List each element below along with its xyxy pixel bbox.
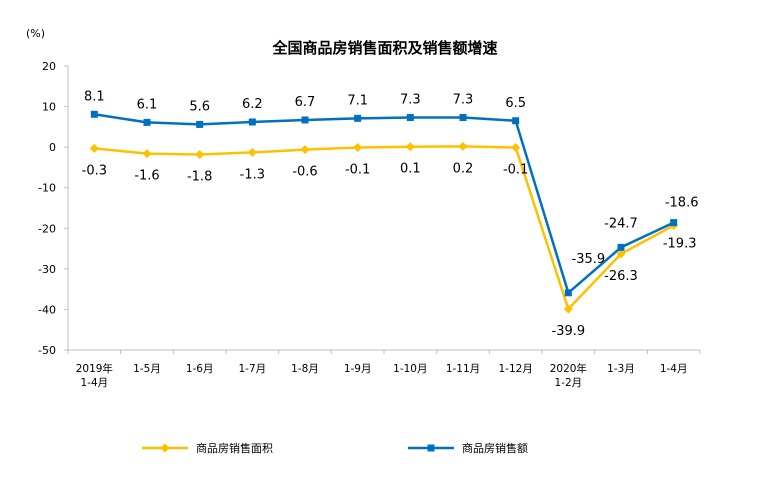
data-point-diamond bbox=[511, 143, 521, 153]
data-label-area: -19.3 bbox=[663, 236, 697, 251]
data-point-diamond bbox=[300, 145, 310, 155]
data-label-area: 0.1 bbox=[400, 162, 421, 177]
legend-label-2: 商品房销售额 bbox=[462, 441, 528, 455]
x-tick-label-line: 1-4月 bbox=[81, 377, 109, 389]
y-tick-label: -40 bbox=[38, 303, 56, 316]
data-point-square bbox=[248, 118, 256, 126]
x-tick-label: 1-3月 bbox=[607, 363, 635, 375]
data-point-square bbox=[670, 219, 678, 227]
legend-marker-diamond bbox=[160, 443, 170, 453]
data-point-diamond bbox=[458, 141, 468, 151]
data-label-sales: 6.1 bbox=[137, 97, 158, 112]
data-point-square bbox=[90, 110, 98, 118]
x-tick-label: 1-9月 bbox=[344, 363, 372, 375]
data-label-area: -0.6 bbox=[292, 165, 317, 180]
data-point-diamond bbox=[142, 149, 152, 159]
x-tick-label-line: 1-12月 bbox=[498, 363, 532, 375]
data-point-diamond bbox=[616, 249, 626, 259]
data-point-square bbox=[406, 114, 414, 122]
data-label-sales: 7.3 bbox=[453, 93, 474, 108]
legend: 商品房销售面积 商品房销售额 bbox=[142, 441, 528, 455]
data-point-square bbox=[512, 117, 520, 125]
data-point-square bbox=[196, 120, 204, 128]
series-line-1 bbox=[94, 145, 675, 311]
x-tick-label-line: 1-4月 bbox=[660, 363, 688, 375]
data-label-area: -1.3 bbox=[240, 167, 265, 182]
series-layer bbox=[89, 110, 679, 314]
legend-marker-square bbox=[427, 444, 435, 452]
data-label-area: -1.8 bbox=[187, 169, 212, 184]
x-tick-label-line: 2020年 bbox=[550, 362, 587, 375]
x-tick-label-line: 1-6月 bbox=[186, 363, 214, 375]
data-label-area: -39.9 bbox=[552, 324, 586, 339]
data-label-sales: 6.7 bbox=[295, 95, 316, 110]
x-tick-label: 1-4月 bbox=[660, 363, 688, 375]
data-label-sales: 5.6 bbox=[189, 99, 210, 114]
x-tick-label: 1-7月 bbox=[239, 363, 267, 375]
y-tick-label: 10 bbox=[42, 101, 56, 114]
data-label-area: 0.2 bbox=[453, 161, 474, 176]
x-tick-label: 2019年 1-4月 bbox=[76, 362, 113, 389]
x-tick-label: 1-8月 bbox=[291, 363, 319, 375]
x-tick-label: 1-5月 bbox=[133, 363, 161, 375]
data-point-diamond bbox=[563, 304, 573, 314]
data-point-diamond bbox=[405, 142, 415, 152]
data-point-diamond bbox=[195, 149, 205, 159]
data-label-sales: -18.6 bbox=[665, 196, 699, 211]
chart-title: 全国商品房销售面积及销售额增速 bbox=[271, 39, 497, 57]
data-label-area: -0.1 bbox=[345, 163, 370, 178]
data-label-sales: -24.7 bbox=[604, 216, 638, 231]
axes: 20 10 0 -10 -20 -30 -40 -50 2019年 1-4月 1-5月 1-6月 1-7… bbox=[38, 60, 701, 389]
data-point-square bbox=[301, 116, 309, 124]
data-label-sales: 6.5 bbox=[505, 96, 526, 111]
data-label-area: -1.6 bbox=[134, 169, 159, 184]
y-tick-label: -30 bbox=[38, 263, 56, 276]
y-tick-label: -20 bbox=[38, 222, 56, 235]
data-point-square bbox=[354, 114, 362, 122]
x-tick-label-line: 1-9月 bbox=[344, 363, 372, 375]
data-label-sales: -35.9 bbox=[572, 252, 606, 267]
series-line-2 bbox=[94, 113, 675, 295]
x-tick-label-line: 1-2月 bbox=[555, 377, 583, 389]
data-label-sales: 8.1 bbox=[84, 89, 105, 104]
data-label-area: -0.1 bbox=[503, 163, 528, 178]
data-label-sales: 7.1 bbox=[347, 93, 368, 108]
x-tick-label: 2020年 1-2月 bbox=[550, 362, 587, 389]
data-labels: 8.1 6.1 5.6 6.2 6.7 7.1 7.3 7.3 6.5 -35.9 -24.7 -18… bbox=[82, 89, 699, 339]
data-point-diamond bbox=[89, 143, 99, 153]
y-tick-label: -50 bbox=[38, 344, 56, 357]
x-tick-label-line: 1-11月 bbox=[446, 363, 480, 375]
data-point-square bbox=[564, 289, 572, 297]
data-label-area: -0.3 bbox=[82, 163, 107, 178]
x-tick-label: 1-11月 bbox=[446, 363, 480, 375]
x-tick-label-line: 1-7月 bbox=[239, 363, 267, 375]
data-point-diamond bbox=[247, 147, 257, 157]
y-axis-unit: (%) bbox=[26, 27, 45, 40]
legend-label-1: 商品房销售面积 bbox=[196, 441, 273, 455]
y-tick-label: -10 bbox=[38, 182, 56, 195]
x-tick-label-line: 2019年 bbox=[76, 362, 113, 375]
data-point-square bbox=[143, 118, 151, 126]
x-tick-label: 1-10月 bbox=[393, 363, 427, 375]
data-point-square bbox=[617, 243, 625, 251]
x-tick-label: 1-6月 bbox=[186, 363, 214, 375]
x-tick-label-line: 1-5月 bbox=[133, 363, 161, 375]
y-tick-label: 0 bbox=[49, 141, 56, 154]
data-label-sales: 7.3 bbox=[400, 93, 421, 108]
x-tick-label-line: 1-3月 bbox=[607, 363, 635, 375]
x-tick-label-line: 1-10月 bbox=[393, 363, 427, 375]
x-tick-label: 1-12月 bbox=[498, 363, 532, 375]
data-point-square bbox=[459, 114, 467, 122]
x-tick-label-line: 1-8月 bbox=[291, 363, 319, 375]
data-label-sales: 6.2 bbox=[242, 97, 263, 112]
y-tick-label: 20 bbox=[42, 60, 56, 73]
data-point-diamond bbox=[353, 143, 363, 153]
data-label-area: -26.3 bbox=[604, 269, 638, 284]
